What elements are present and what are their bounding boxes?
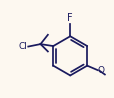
Text: F: F: [67, 13, 72, 23]
Text: O: O: [97, 66, 104, 75]
Text: Cl: Cl: [19, 42, 28, 51]
